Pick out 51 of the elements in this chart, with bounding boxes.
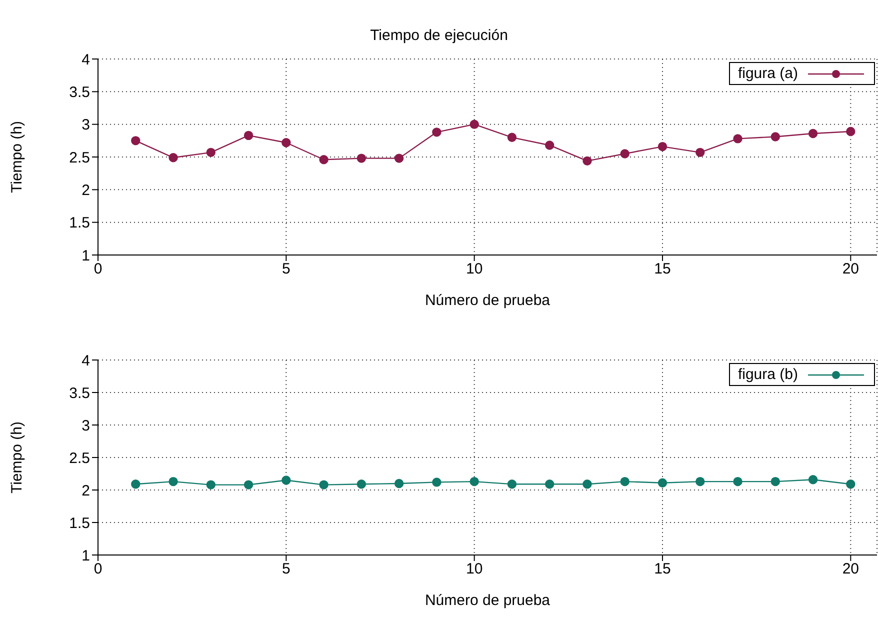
point xyxy=(770,132,780,142)
y-tick-label: 4 xyxy=(82,51,90,68)
y-tick-label: 1 xyxy=(82,547,90,564)
y-tick-label: 1.5 xyxy=(69,514,90,532)
point xyxy=(582,156,592,166)
y-tick-label: 2 xyxy=(82,482,90,500)
y-tick-label: 4 xyxy=(82,352,90,370)
x-tick-label: 5 xyxy=(282,560,290,578)
point xyxy=(319,155,328,164)
legend-label: figura (b) xyxy=(738,366,798,383)
point xyxy=(846,126,856,136)
y-tick-label: 1.5 xyxy=(69,214,90,232)
point xyxy=(206,148,216,158)
y-tick-label: 2 xyxy=(82,182,90,199)
y-axis-title: Tiempo (h) xyxy=(8,422,26,494)
point xyxy=(168,153,178,162)
chart-title: Tiempo de ejecución xyxy=(369,27,509,44)
point xyxy=(282,138,291,148)
x-tick-label: 15 xyxy=(654,260,671,278)
point xyxy=(733,134,742,144)
point xyxy=(507,132,517,142)
point xyxy=(620,149,630,158)
x-tick-label: 0 xyxy=(94,260,102,278)
legend-label: figura (a) xyxy=(738,65,798,82)
y-tick-label: 3 xyxy=(82,116,90,134)
point xyxy=(432,128,442,137)
point xyxy=(544,140,554,150)
x-axis-title: Número de prueba xyxy=(424,292,551,309)
y-tick-label: 3 xyxy=(82,417,90,434)
x-tick-label: 15 xyxy=(654,560,671,578)
x-tick-label: 10 xyxy=(466,260,483,278)
point xyxy=(658,142,668,152)
point xyxy=(394,154,404,163)
point xyxy=(244,130,254,140)
y-tick-label: 1 xyxy=(82,247,90,264)
point xyxy=(696,148,705,158)
y-tick-label: 2.5 xyxy=(69,149,90,166)
x-axis-title: Número de prueba xyxy=(424,592,551,609)
x-tick-label: 0 xyxy=(94,560,102,578)
y-axis-title: Tiempo (h) xyxy=(8,121,26,193)
y-tick-label: 3.5 xyxy=(69,84,90,101)
point xyxy=(356,154,366,163)
x-tick-label: 20 xyxy=(842,260,859,278)
point xyxy=(131,136,140,146)
y-tick-label: 3.5 xyxy=(69,384,90,402)
y-tick-label: 2.5 xyxy=(69,450,90,467)
x-tick-label: 20 xyxy=(842,560,859,578)
x-tick-label: 5 xyxy=(282,260,290,278)
point xyxy=(808,128,818,138)
point xyxy=(470,120,479,129)
x-tick-label: 10 xyxy=(466,560,483,578)
